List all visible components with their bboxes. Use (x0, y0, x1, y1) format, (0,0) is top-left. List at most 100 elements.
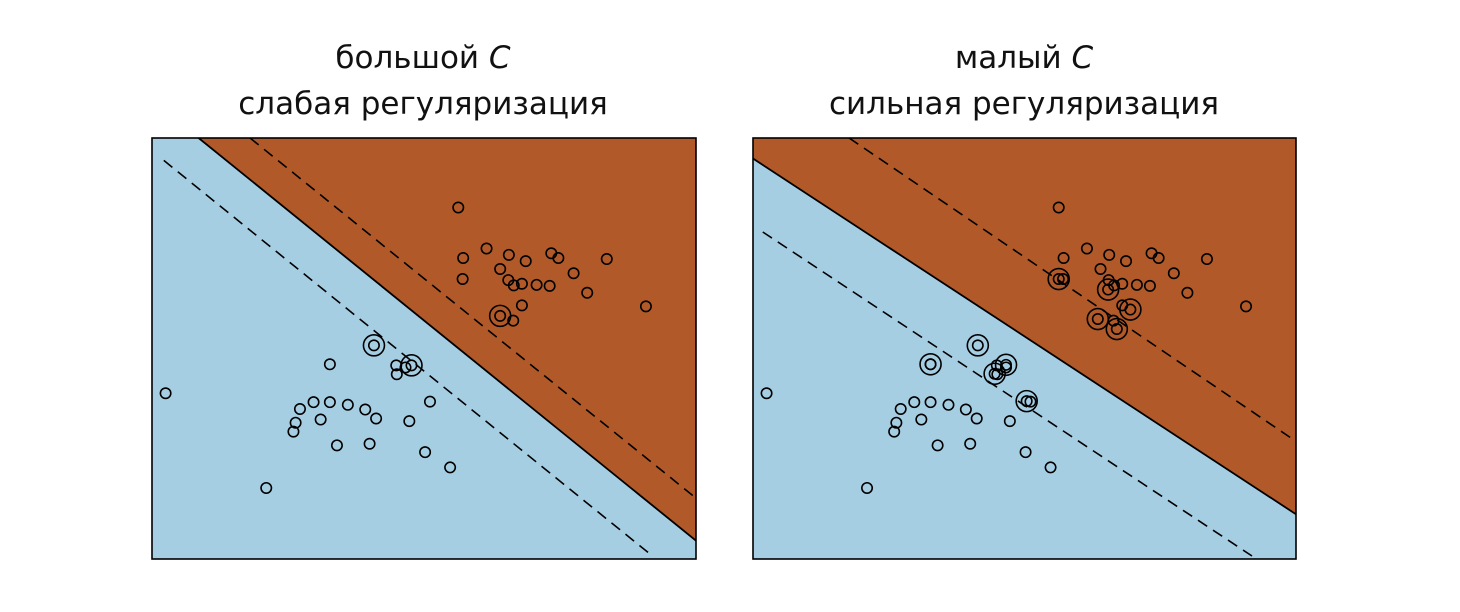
support-vector-ring (488, 304, 512, 328)
support-vector-ring (966, 334, 990, 357)
support-vector-ring (1105, 317, 1129, 341)
data-point (888, 425, 901, 438)
data-point (390, 368, 403, 381)
chart-subtitle: слабая регуляризация (238, 86, 608, 122)
data-point (1003, 415, 1016, 428)
data-point (159, 387, 172, 400)
data-point (1200, 253, 1213, 266)
decision-boundary (753, 157, 1296, 516)
support-vector (400, 354, 423, 377)
chart-subtitle: сильная регуляризация (829, 86, 1219, 122)
data-point (1019, 446, 1032, 459)
data-point (330, 439, 343, 452)
support-vector-point (405, 359, 418, 372)
support-vector-point (1110, 323, 1123, 336)
support-vector-ring (1119, 298, 1142, 321)
support-vector-point (1091, 313, 1104, 326)
data-point (543, 279, 556, 292)
support-vector-point (367, 339, 380, 352)
data-point (359, 403, 372, 416)
support-vector (1015, 389, 1038, 413)
support-vector-point (971, 339, 984, 352)
data-point (581, 286, 594, 299)
data-point (530, 278, 543, 291)
data-point (307, 396, 320, 409)
data-point (287, 425, 300, 438)
support-vector-ring (1086, 307, 1110, 331)
region-high-class (753, 138, 1296, 515)
support-vector (983, 362, 1006, 386)
margin-line-2 (762, 231, 1253, 557)
data-point (323, 396, 336, 409)
chart-title-line-1: большой C (335, 40, 511, 76)
support-vector-point (924, 358, 937, 371)
data-point (545, 247, 558, 260)
data-point (1052, 201, 1065, 214)
data-point (494, 263, 507, 276)
data-point (399, 361, 412, 374)
chart-title-word: большой (335, 40, 479, 76)
support-vector-point (1102, 283, 1115, 296)
chart-panel-small-c: малый C сильная регуляризация (752, 40, 1297, 560)
data-point (915, 413, 928, 426)
data-point (293, 403, 306, 416)
data-point (1130, 278, 1143, 291)
data-point (515, 277, 528, 290)
data-point (931, 439, 944, 452)
data-point (890, 416, 903, 429)
data-point (1024, 395, 1037, 408)
support-vector-ring (983, 362, 1006, 386)
support-vector (362, 334, 386, 357)
data-point (452, 201, 465, 214)
data-point (515, 299, 528, 312)
data-point (1167, 267, 1180, 280)
data-point (260, 481, 273, 494)
data-point (600, 253, 613, 266)
data-point (942, 398, 955, 411)
data-point (1080, 242, 1093, 255)
support-vector (1047, 267, 1071, 291)
data-point (457, 251, 470, 264)
data-point (289, 416, 302, 429)
support-vector-ring (1096, 278, 1120, 301)
chart-panel-large-c: большой C слабая регуляризация (151, 40, 697, 560)
support-vector-point (988, 367, 1001, 380)
plot-frame (151, 137, 697, 560)
support-vector (488, 304, 512, 328)
data-point (444, 461, 457, 474)
support-vector-ring (362, 334, 386, 357)
data-point (1145, 247, 1158, 260)
support-vector (1105, 317, 1129, 341)
data-point (314, 413, 327, 426)
margin-line-2 (163, 159, 653, 556)
support-vector-point (1124, 303, 1137, 316)
support-vector-ring (1015, 389, 1038, 413)
plot-clip (152, 138, 696, 559)
data-point (894, 403, 907, 416)
margin-line-1 (848, 138, 1296, 443)
chart-title-line-1: малый C (955, 40, 1094, 76)
data-point (1240, 300, 1253, 313)
data-point (639, 300, 652, 313)
data-point (567, 267, 580, 280)
support-vector-point (1020, 395, 1033, 408)
data-point (1094, 263, 1107, 276)
support-vector (1096, 278, 1120, 301)
plot-frame (752, 137, 1297, 560)
data-point (861, 481, 874, 494)
data-point (341, 398, 354, 411)
data-point (507, 279, 520, 292)
plot-area (151, 137, 697, 560)
data-point (480, 242, 493, 255)
data-point (908, 396, 921, 409)
data-point (959, 403, 972, 416)
margin-line-1 (249, 138, 696, 499)
data-point (1120, 255, 1133, 268)
chart-title-variable: C (1072, 40, 1094, 76)
data-point (507, 314, 520, 327)
support-vector-ring (400, 354, 423, 377)
support-vector (1086, 307, 1110, 331)
support-vector (966, 334, 990, 357)
data-point (403, 415, 416, 428)
